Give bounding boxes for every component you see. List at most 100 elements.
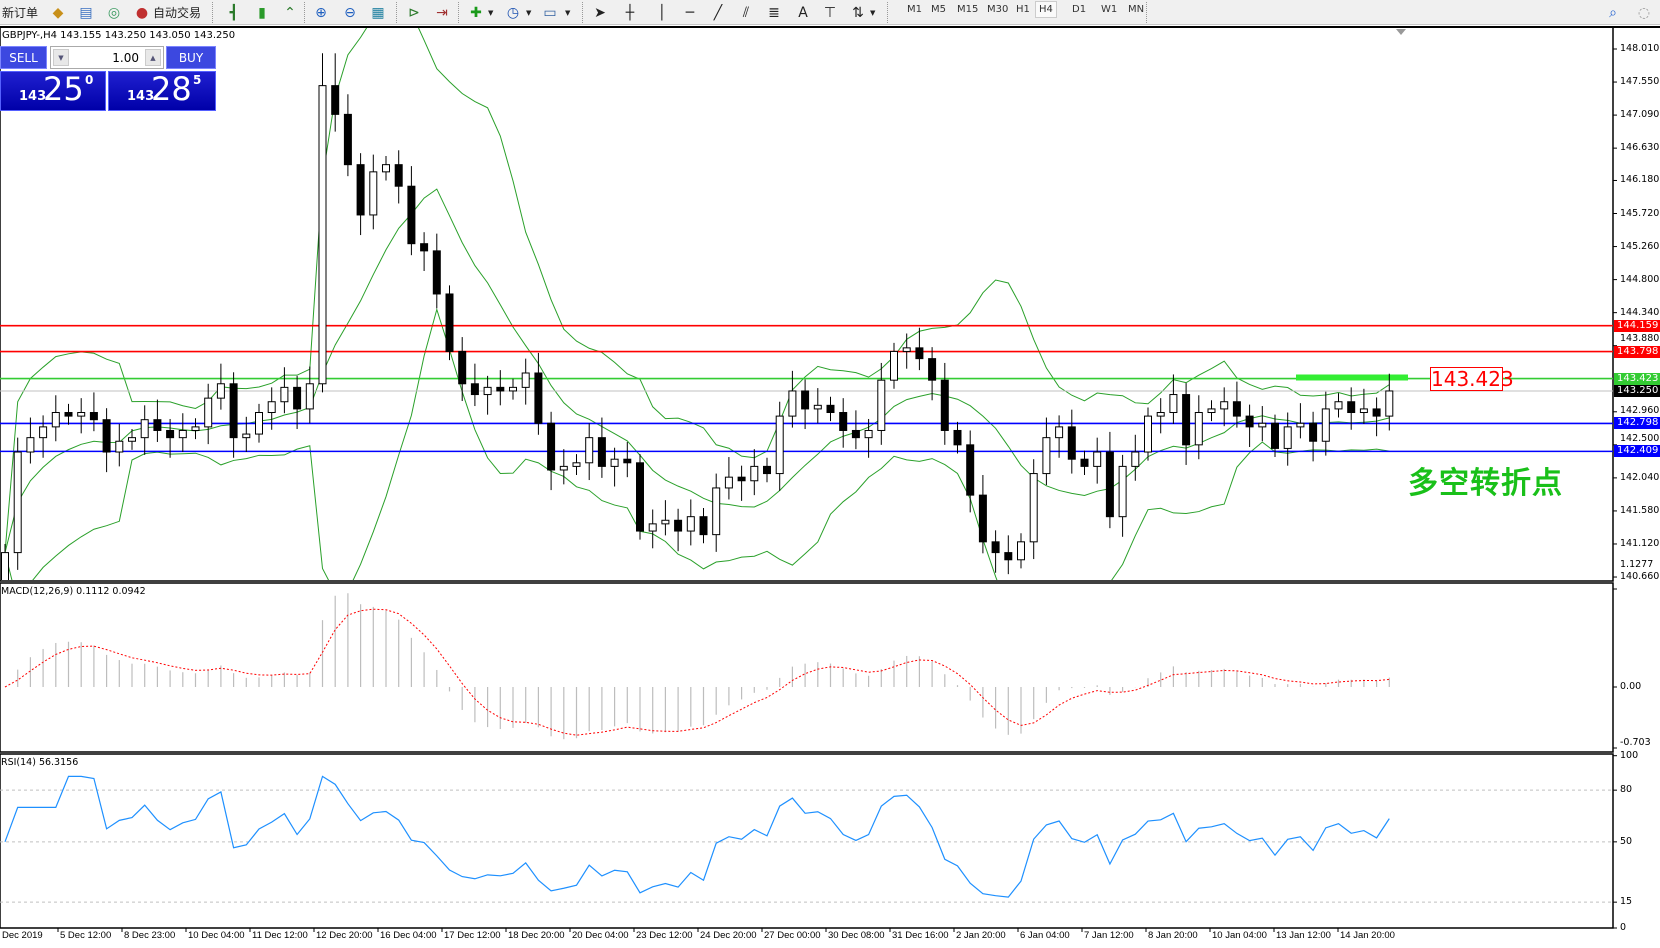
auto-trading-icon[interactable]: ●: [135, 4, 149, 21]
lot-value[interactable]: 1.00: [112, 51, 139, 65]
candle-body: [89, 412, 98, 421]
candle-body: [356, 164, 365, 216]
price-axis-label: 141.120: [1620, 537, 1660, 549]
sell-price[interactable]: 143 25 0: [0, 70, 106, 111]
timeframe-h4[interactable]: H4: [1035, 1, 1057, 18]
candle-body: [712, 487, 721, 536]
chat-icon[interactable]: ◌: [1637, 4, 1651, 21]
candle-body: [1055, 426, 1064, 439]
candle-body: [928, 358, 937, 381]
timeframe-d1[interactable]: D1: [1072, 4, 1087, 15]
one-click-trading-panel: SELL ▼ 1.00 ▲ BUY 143 25 0 143 28 5: [0, 46, 216, 111]
data-window-icon[interactable]: ▤: [79, 4, 93, 21]
main-chart-plot: [0, 28, 1613, 580]
text-icon[interactable]: A: [798, 4, 808, 21]
level-annotation-box[interactable]: 143.423: [1430, 367, 1514, 391]
timeframe-w1[interactable]: W1: [1101, 4, 1118, 15]
candle-body: [242, 433, 251, 439]
candle-body: [1232, 401, 1241, 417]
candle-body: [1029, 473, 1038, 543]
time-axis-label: 6 Jan 04:00: [1020, 930, 1070, 941]
candle-body: [432, 250, 441, 295]
candle-body: [140, 419, 149, 439]
candle-body: [483, 386, 492, 396]
cursor-icon[interactable]: ➤: [594, 4, 606, 21]
signal-icon[interactable]: ◎: [107, 4, 121, 21]
periods-clock-icon[interactable]: ◷: [506, 4, 520, 21]
text-label-icon[interactable]: ⊤: [823, 4, 837, 21]
dropdown-icon[interactable]: ▼: [488, 8, 494, 17]
decrease-lot-icon[interactable]: ▼: [53, 49, 69, 66]
line-chart-icon[interactable]: ⌃: [284, 4, 296, 21]
candle-body: [1385, 390, 1394, 417]
candle-body: [623, 458, 632, 464]
price-axis-label: 146.630: [1620, 142, 1660, 154]
increase-lot-icon[interactable]: ▲: [145, 49, 161, 66]
horizontal-line-icon[interactable]: ─: [685, 4, 695, 21]
candle-body: [128, 437, 136, 442]
buy-button[interactable]: BUY: [166, 46, 216, 69]
new-order-button[interactable]: 新订单: [2, 6, 39, 20]
chart-shift-icon[interactable]: ⇥: [436, 4, 448, 21]
vertical-line-icon[interactable]: │: [657, 4, 667, 21]
rsi-axis-label: 15: [1620, 896, 1633, 908]
buy-price[interactable]: 143 28 5: [108, 70, 216, 111]
dropdown-icon[interactable]: ▼: [526, 8, 532, 17]
fibonacci-icon[interactable]: ≣: [768, 4, 780, 21]
time-axis-label: 13 Jan 12:00: [1276, 930, 1331, 941]
crosshair-icon[interactable]: ┼: [625, 4, 635, 21]
price-axis-label: 142.040: [1620, 471, 1660, 483]
timeframe-m15[interactable]: M15: [957, 4, 979, 15]
main-chart-pane: [0, 26, 1614, 582]
timeframe-h1[interactable]: H1: [1016, 4, 1030, 15]
candle-body: [851, 429, 860, 439]
timeframe-m1[interactable]: M1: [907, 4, 922, 15]
dropdown-icon[interactable]: ▼: [565, 8, 571, 17]
search-icon[interactable]: ⌕: [1609, 4, 1617, 21]
gold-icon[interactable]: ◆: [52, 4, 64, 21]
equidistant-channel-icon[interactable]: ⫽: [742, 4, 750, 21]
zoom-out-icon[interactable]: ⊖: [344, 4, 356, 21]
time-axis-label: 2 Jan 20:00: [956, 930, 1006, 941]
candle-body: [953, 429, 962, 446]
buy-price-pips: 28: [151, 70, 192, 108]
candle-body: [1017, 541, 1025, 561]
candle-body: [166, 429, 175, 439]
auto-trading-button[interactable]: 自动交易: [153, 6, 202, 20]
candle-body: [1334, 401, 1343, 410]
rsi-axis-label: 0: [1620, 922, 1627, 933]
candle-body: [750, 465, 759, 482]
lot-size-input[interactable]: ▼ 1.00 ▲: [50, 46, 164, 69]
sell-button[interactable]: SELL: [0, 46, 47, 69]
price-level-tag: 143.423: [1614, 372, 1660, 385]
candle-body: [966, 444, 975, 496]
price-axis-label: 144.800: [1620, 273, 1660, 285]
timeframe-m30[interactable]: M30: [987, 4, 1009, 15]
templates-icon[interactable]: ▭: [543, 4, 557, 21]
candle-body: [1080, 458, 1089, 467]
time-axis-label: 5 Dec 12:00: [60, 930, 112, 941]
trendline-icon[interactable]: ╱: [713, 4, 723, 21]
price-axis-label: 145.720: [1620, 207, 1660, 219]
tile-windows-icon[interactable]: ▦: [371, 4, 385, 21]
autoscroll-icon[interactable]: ⊳: [408, 4, 420, 21]
arrows-icon[interactable]: ⇅: [852, 4, 864, 21]
candle-body: [534, 372, 543, 424]
candle-body: [229, 383, 238, 439]
dropdown-icon[interactable]: ▼: [870, 8, 876, 17]
indicators-icon[interactable]: ✚: [470, 4, 482, 21]
candle-body: [153, 419, 162, 431]
time-axis-label: 14 Jan 20:00: [1340, 930, 1395, 941]
candle-body: [496, 386, 505, 392]
pivot-annotation-text[interactable]: 多空转折点: [1408, 466, 1563, 501]
candle-body: [763, 465, 771, 475]
candle-body: [343, 113, 352, 166]
zoom-in-icon[interactable]: ⊕: [315, 4, 327, 21]
timeframe-m5[interactable]: M5: [931, 4, 946, 15]
bar-chart-icon[interactable]: ┫: [229, 4, 239, 21]
candle-body: [597, 437, 606, 467]
timeframe-mn[interactable]: MN: [1128, 4, 1145, 15]
price-axis-label: 142.960: [1620, 404, 1660, 416]
candlestick-icon[interactable]: ▮: [258, 4, 266, 21]
